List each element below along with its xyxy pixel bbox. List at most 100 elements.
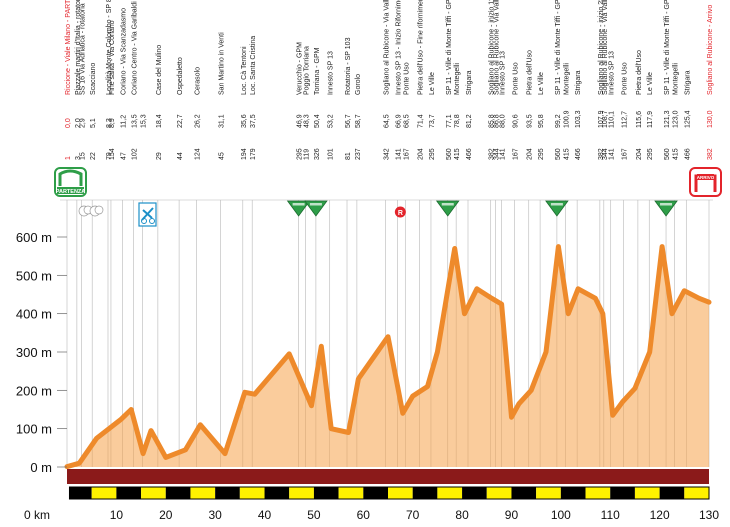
refuel-icon — [394, 206, 406, 218]
gpm-triangle-text-bar — [309, 203, 322, 206]
waypoint-km: 115,6 — [636, 111, 643, 128]
waypoint-altitude: 466 — [466, 148, 473, 160]
waypoint-altitude: 141 — [609, 148, 616, 160]
waypoint-altitude: 295 — [429, 148, 436, 160]
waypoint-name: Innesto SP 13 — [609, 51, 616, 95]
waypoint-km: 48,3 — [304, 114, 311, 128]
waypoint-name: Innesto SP 13 — [500, 51, 507, 95]
waypoint-name: Piazzale martiri d'Italia - rotatoria — [75, 0, 82, 95]
waypoint-name: Cerasolo — [194, 67, 201, 95]
waypoint-km: 90,6 — [512, 114, 519, 128]
waypoint-km: 0,0 — [65, 118, 72, 128]
waypoint-name: Strigara — [684, 70, 691, 95]
waypoint-altitude: 344 — [494, 148, 501, 160]
gpm-triangle-icon — [545, 200, 569, 217]
waypoint-name: Loc. Cà Tentoni — [241, 46, 248, 95]
waypoint-km: 64,5 — [384, 114, 391, 128]
waypoint-km: 99,2 — [555, 114, 562, 128]
waypoint-altitude: 560 — [664, 148, 671, 160]
cyclist-sign-wheel — [141, 218, 147, 224]
waypoint-name: Ponte Uso — [403, 62, 410, 95]
waypoint-altitude: 47 — [120, 152, 127, 160]
waypoint-km: 108,7 — [602, 110, 609, 128]
waypoint-name: Fine salita - Via Coriano — [109, 20, 116, 95]
start-badge-label: PARTENZA — [56, 189, 86, 195]
scale-segment — [338, 487, 364, 499]
waypoint-km: 31,1 — [219, 114, 226, 128]
scale-segment — [585, 487, 611, 499]
start-badge-strip — [57, 187, 84, 194]
scale-segment — [91, 487, 117, 499]
waypoint-name: Le Ville — [647, 72, 654, 95]
y-tick-label: 100 m — [16, 422, 52, 437]
waypoint-km: 125,4 — [684, 110, 691, 128]
waypoint-km: 8,9 — [109, 118, 116, 128]
x-axis: 0 km 10 20 30 40 50 60 70 80 90 100 110 120 130 — [24, 508, 719, 522]
waypoint-name: Coriano - Via Scanzadasmo — [120, 8, 127, 95]
waypoint-altitude: 204 — [636, 148, 643, 160]
scale-segment — [610, 487, 635, 499]
waypoint-name: Montegelli — [454, 63, 461, 95]
waypoint-altitude: 415 — [563, 148, 570, 160]
waypoint-km: 53,2 — [328, 114, 335, 128]
waypoint-km: 112,7 — [622, 111, 629, 128]
gpm-triangle-icon — [654, 200, 678, 217]
distance-scale-bar — [68, 486, 710, 500]
waypoint-altitude: 344 — [602, 148, 609, 160]
scale-segment — [536, 487, 561, 499]
waypoint-km: 11,2 — [120, 115, 127, 128]
profile-line — [64, 244, 712, 470]
waypoint-name: SP 11 - Ville di Monte Tiffi - GPM — [555, 0, 562, 95]
waypoint-name: SP 11 - Ville di Monte Tiffi - GPM — [664, 0, 671, 95]
waypoint-altitude: 560 — [446, 148, 453, 160]
y-tick-label: 600 m — [16, 230, 52, 245]
gpm-triangle-icon — [435, 200, 460, 217]
waypoint-km: 81,2 — [466, 114, 473, 128]
waypoint-altitude: 295 — [297, 148, 304, 160]
waypoint-km: 100,9 — [563, 110, 570, 128]
waypoint-name: Le Ville — [429, 72, 436, 95]
waypoint-altitude: 415 — [672, 148, 679, 160]
gpm-triangle-text-bar — [292, 203, 305, 206]
cyclist-sign-wheel — [149, 218, 155, 224]
waypoint-name: Riccione - Viale Milano - PARTENZA — [65, 0, 72, 95]
waypoint-km: 130,0 — [707, 110, 714, 128]
finish-badge-strip — [697, 174, 714, 180]
x-tick-label: 10 — [110, 508, 124, 522]
waypoint-km: 88,0 — [500, 114, 507, 128]
scale-segment — [634, 487, 660, 499]
waypoint-km: 37,5 — [250, 114, 257, 128]
waypoint-km: 103,3 — [575, 110, 582, 128]
waypoint-altitude: 295 — [647, 148, 654, 160]
waypoint-altitude: 295 — [538, 148, 545, 160]
waypoint-name: Sogliano al Rubicone - Via Valle — [494, 0, 501, 95]
waypoint-km: 26,2 — [194, 114, 201, 128]
x-tick-label: 70 — [406, 508, 420, 522]
waypoint-name: Sogliano al Rubicone - Via Valle — [602, 0, 609, 95]
waypoint-name: Rotatoria - SP 103 — [345, 37, 352, 95]
waypoint-altitude: 3 — [75, 156, 82, 160]
gpm-triangle-text-bar — [550, 203, 563, 206]
waypoint-km: 56,7 — [345, 114, 352, 128]
waypoint-altitude: 81 — [345, 152, 352, 160]
scale-segment — [289, 487, 314, 499]
waypoint-name: Ponte Uso — [622, 62, 629, 95]
waypoint-altitude: 415 — [454, 148, 461, 160]
waypoint-name: Sogliano al Rubicone - inizio 2° giro — [597, 0, 605, 95]
waypoint-km: 110,1 — [609, 111, 616, 128]
waypoint-km: 123,0 — [672, 110, 679, 128]
waypoint-km: 46,9 — [297, 114, 304, 128]
waypoint-name: Innesto SP 13 — [328, 51, 335, 95]
waypoint-km: 77,1 — [446, 114, 453, 128]
waypoint-name: Poggio Torriana — [304, 46, 311, 95]
refuel-label: R — [398, 210, 403, 217]
scale-segment — [560, 487, 586, 499]
waypoint-name: Innesto SP 13 - Inizio Rifornimento — [395, 0, 402, 95]
waypoint-name: Gorolo — [355, 74, 362, 95]
cloud-puff — [94, 205, 104, 215]
waypoint-altitude: 141 — [395, 148, 402, 160]
waypoint-km: 58,7 — [355, 114, 362, 128]
waypoint-km: 93,5 — [527, 114, 534, 128]
waypoint-altitude: 382 — [489, 148, 496, 160]
waypoint-name: Strigara — [466, 70, 473, 95]
